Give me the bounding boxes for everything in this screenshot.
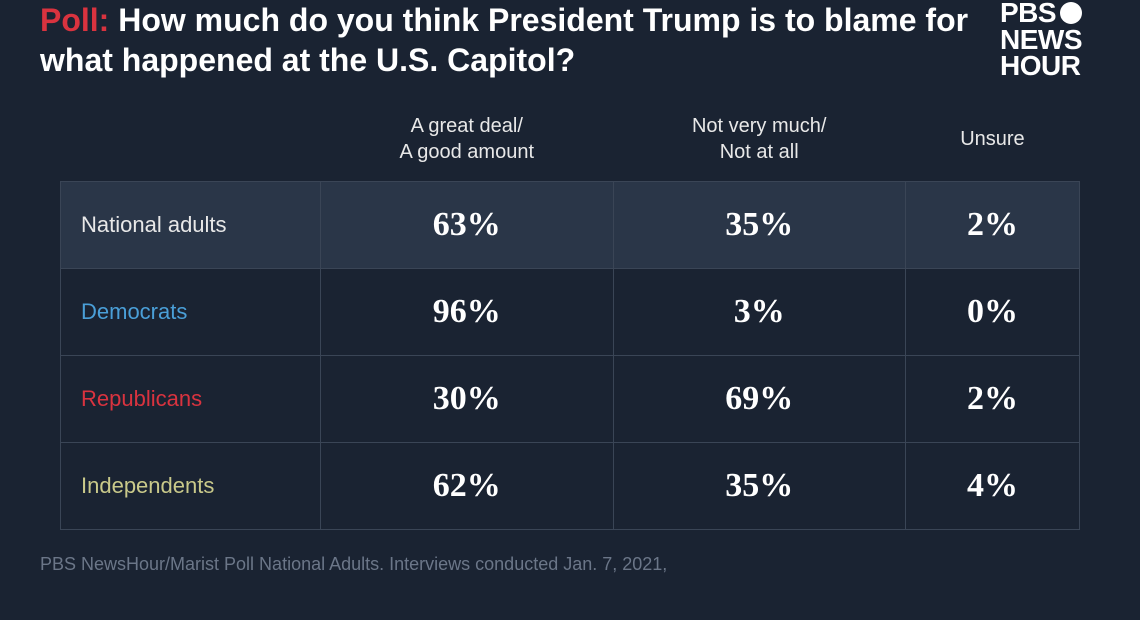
table-row: Independents 62% 35% 4% — [61, 443, 1080, 530]
table-row: National adults 63% 35% 2% — [61, 182, 1080, 269]
cell-value: 2% — [905, 182, 1079, 269]
header: Poll: How much do you think President Tr… — [0, 0, 1140, 80]
table-body: National adults 63% 35% 2% Democrats 96%… — [61, 182, 1080, 530]
title-block: Poll: How much do you think President Tr… — [40, 0, 1000, 80]
cell-value: 62% — [321, 443, 614, 530]
poll-table: A great deal/A good amount Not very much… — [60, 105, 1080, 530]
table-header: A great deal/A good amount Not very much… — [61, 105, 1080, 182]
cell-value: 96% — [321, 269, 614, 356]
logo-circle-icon — [1060, 2, 1082, 24]
footer-source: PBS NewsHour/Marist Poll National Adults… — [0, 530, 1140, 575]
cell-value: 63% — [321, 182, 614, 269]
cell-value: 2% — [905, 356, 1079, 443]
poll-title: Poll: How much do you think President Tr… — [40, 0, 1000, 80]
row-label: Democrats — [61, 269, 321, 356]
col-header-blank — [61, 105, 321, 182]
poll-label: Poll: — [40, 2, 109, 38]
row-label: Republicans — [61, 356, 321, 443]
cell-value: 0% — [905, 269, 1079, 356]
row-label: National adults — [61, 182, 321, 269]
col-header-2: Not very much/Not at all — [613, 105, 905, 182]
title-text: How much do you think President Trump is… — [40, 2, 968, 78]
cell-value: 35% — [613, 443, 905, 530]
pbs-logo: PBS NEWS HOUR — [1000, 0, 1110, 80]
col-header-3: Unsure — [905, 105, 1079, 182]
poll-table-container: A great deal/A good amount Not very much… — [0, 80, 1140, 530]
cell-value: 3% — [613, 269, 905, 356]
logo-line-1: PBS — [1000, 0, 1110, 27]
cell-value: 30% — [321, 356, 614, 443]
table-row: Democrats 96% 3% 0% — [61, 269, 1080, 356]
row-label: Independents — [61, 443, 321, 530]
table-row: Republicans 30% 69% 2% — [61, 356, 1080, 443]
col-header-1: A great deal/A good amount — [321, 105, 614, 182]
cell-value: 35% — [613, 182, 905, 269]
cell-value: 69% — [613, 356, 905, 443]
logo-line-2: NEWS — [1000, 27, 1110, 54]
logo-line-3: HOUR — [1000, 53, 1110, 80]
cell-value: 4% — [905, 443, 1079, 530]
